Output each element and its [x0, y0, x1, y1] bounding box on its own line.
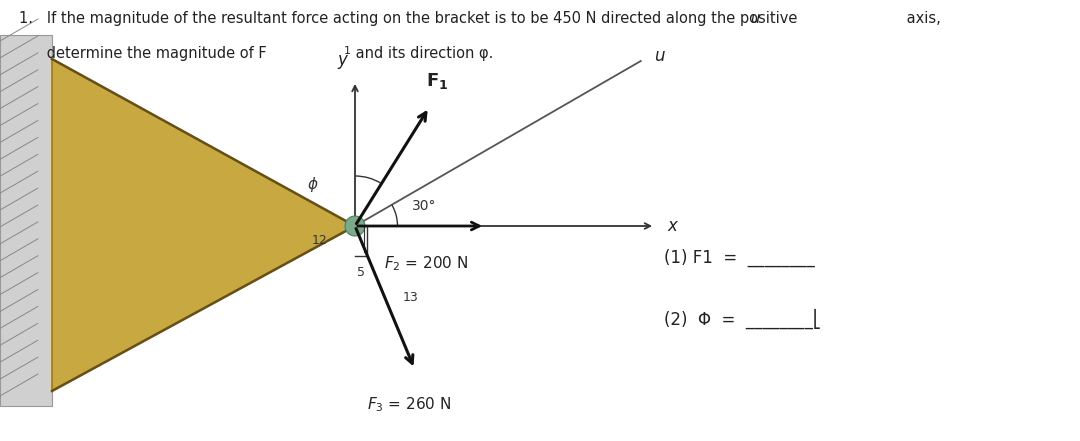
Text: x: x	[667, 217, 677, 235]
Text: 5: 5	[357, 265, 365, 279]
Text: and its direction φ.: and its direction φ.	[351, 46, 494, 61]
Text: 1: 1	[343, 46, 350, 56]
Polygon shape	[52, 59, 355, 391]
Text: axis,: axis,	[902, 11, 941, 26]
Text: $\phi$: $\phi$	[307, 175, 319, 194]
Text: u: u	[751, 11, 759, 26]
Text: y: y	[337, 51, 347, 69]
Text: u: u	[653, 47, 664, 65]
Polygon shape	[0, 35, 52, 406]
Text: $F_2$ = 200 N: $F_2$ = 200 N	[384, 254, 469, 273]
Text: 13: 13	[403, 291, 419, 304]
Text: (2)  Φ  =  ________⎣: (2) Φ = ________⎣	[664, 309, 822, 329]
Text: 12: 12	[311, 234, 327, 247]
Text: $\mathbf{F_1}$: $\mathbf{F_1}$	[426, 71, 448, 91]
Text: 30°: 30°	[411, 199, 436, 213]
Text: determine the magnitude of F: determine the magnitude of F	[19, 46, 267, 61]
Text: 1.   If the magnitude of the resultant force acting on the bracket is to be 450 : 1. If the magnitude of the resultant for…	[19, 11, 802, 26]
Circle shape	[345, 216, 365, 236]
Text: $F_3$ = 260 N: $F_3$ = 260 N	[367, 395, 451, 414]
Text: (1) F1  =  ________: (1) F1 = ________	[664, 249, 815, 267]
